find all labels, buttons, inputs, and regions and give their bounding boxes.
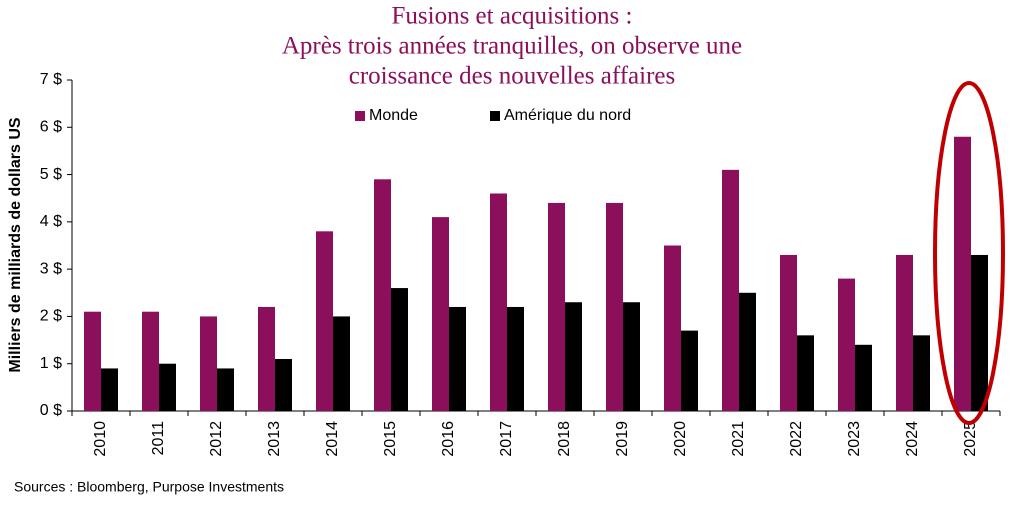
x-tick-label: 2018	[556, 421, 573, 457]
bar	[664, 245, 681, 411]
source-note: Sources : Bloomberg, Purpose Investments	[14, 479, 284, 495]
bar	[797, 335, 814, 411]
chart-title: Après trois années tranquilles, on obser…	[282, 33, 742, 60]
bar	[896, 254, 913, 411]
bar	[391, 288, 408, 411]
y-tick-label: 7 $	[40, 71, 62, 88]
legend-label: Amérique du nord	[504, 107, 631, 124]
bar	[565, 302, 582, 411]
x-tick-label: 2021	[730, 421, 747, 457]
bar	[838, 278, 855, 411]
x-tick-label: 2012	[208, 421, 225, 457]
x-tick-label: 2020	[672, 421, 689, 457]
bar	[954, 136, 971, 411]
bar	[913, 335, 930, 411]
bar	[855, 344, 872, 411]
x-tick-label: 2024	[904, 421, 921, 457]
y-axis-label: Milliers de milliards de dollars US	[7, 117, 24, 373]
y-tick-label: 1 $	[40, 355, 62, 372]
bar	[739, 292, 756, 411]
x-tick-label: 2011	[150, 421, 167, 456]
chart-title: croissance des nouvelles affaires	[349, 63, 676, 90]
bar	[432, 217, 449, 411]
legend-label: Monde	[369, 107, 418, 124]
y-tick-label: 6 $	[40, 119, 62, 136]
bar	[449, 306, 466, 411]
bar	[507, 306, 524, 411]
bar	[606, 202, 623, 411]
bar	[200, 316, 217, 411]
bar	[623, 302, 640, 411]
bar	[490, 193, 507, 411]
bar	[217, 368, 234, 411]
x-tick-label: 2016	[440, 421, 457, 457]
bar	[780, 254, 797, 411]
bar	[722, 169, 739, 411]
bar	[275, 358, 292, 411]
bar	[548, 202, 565, 411]
x-tick-label: 2025	[962, 421, 979, 457]
y-tick-label: 5 $	[40, 166, 62, 183]
y-tick-label: 2 $	[40, 308, 62, 325]
legend-swatch	[490, 111, 500, 121]
x-tick-label: 2023	[846, 421, 863, 457]
y-tick-label: 0 $	[40, 402, 62, 419]
bar	[142, 311, 159, 411]
x-tick-label: 2022	[788, 421, 805, 457]
bar	[971, 254, 988, 411]
bar	[84, 311, 101, 411]
bar	[101, 368, 118, 411]
highlight-ellipse	[933, 81, 1005, 425]
x-tick-label: 2017	[498, 421, 515, 457]
legend-swatch	[355, 111, 365, 121]
x-tick-label: 2010	[92, 421, 109, 457]
chart-title: Fusions et acquisitions :	[392, 3, 633, 30]
bar	[258, 306, 275, 411]
bar	[681, 330, 698, 411]
y-tick-label: 3 $	[40, 260, 62, 277]
bar	[333, 316, 350, 411]
y-tick-label: 4 $	[40, 213, 62, 230]
bar	[374, 179, 391, 411]
x-tick-label: 2013	[266, 421, 283, 457]
x-tick-label: 2014	[324, 421, 341, 457]
bar	[159, 363, 176, 411]
x-tick-label: 2015	[382, 421, 399, 457]
x-tick-label: 2019	[614, 421, 631, 457]
bar	[316, 231, 333, 411]
